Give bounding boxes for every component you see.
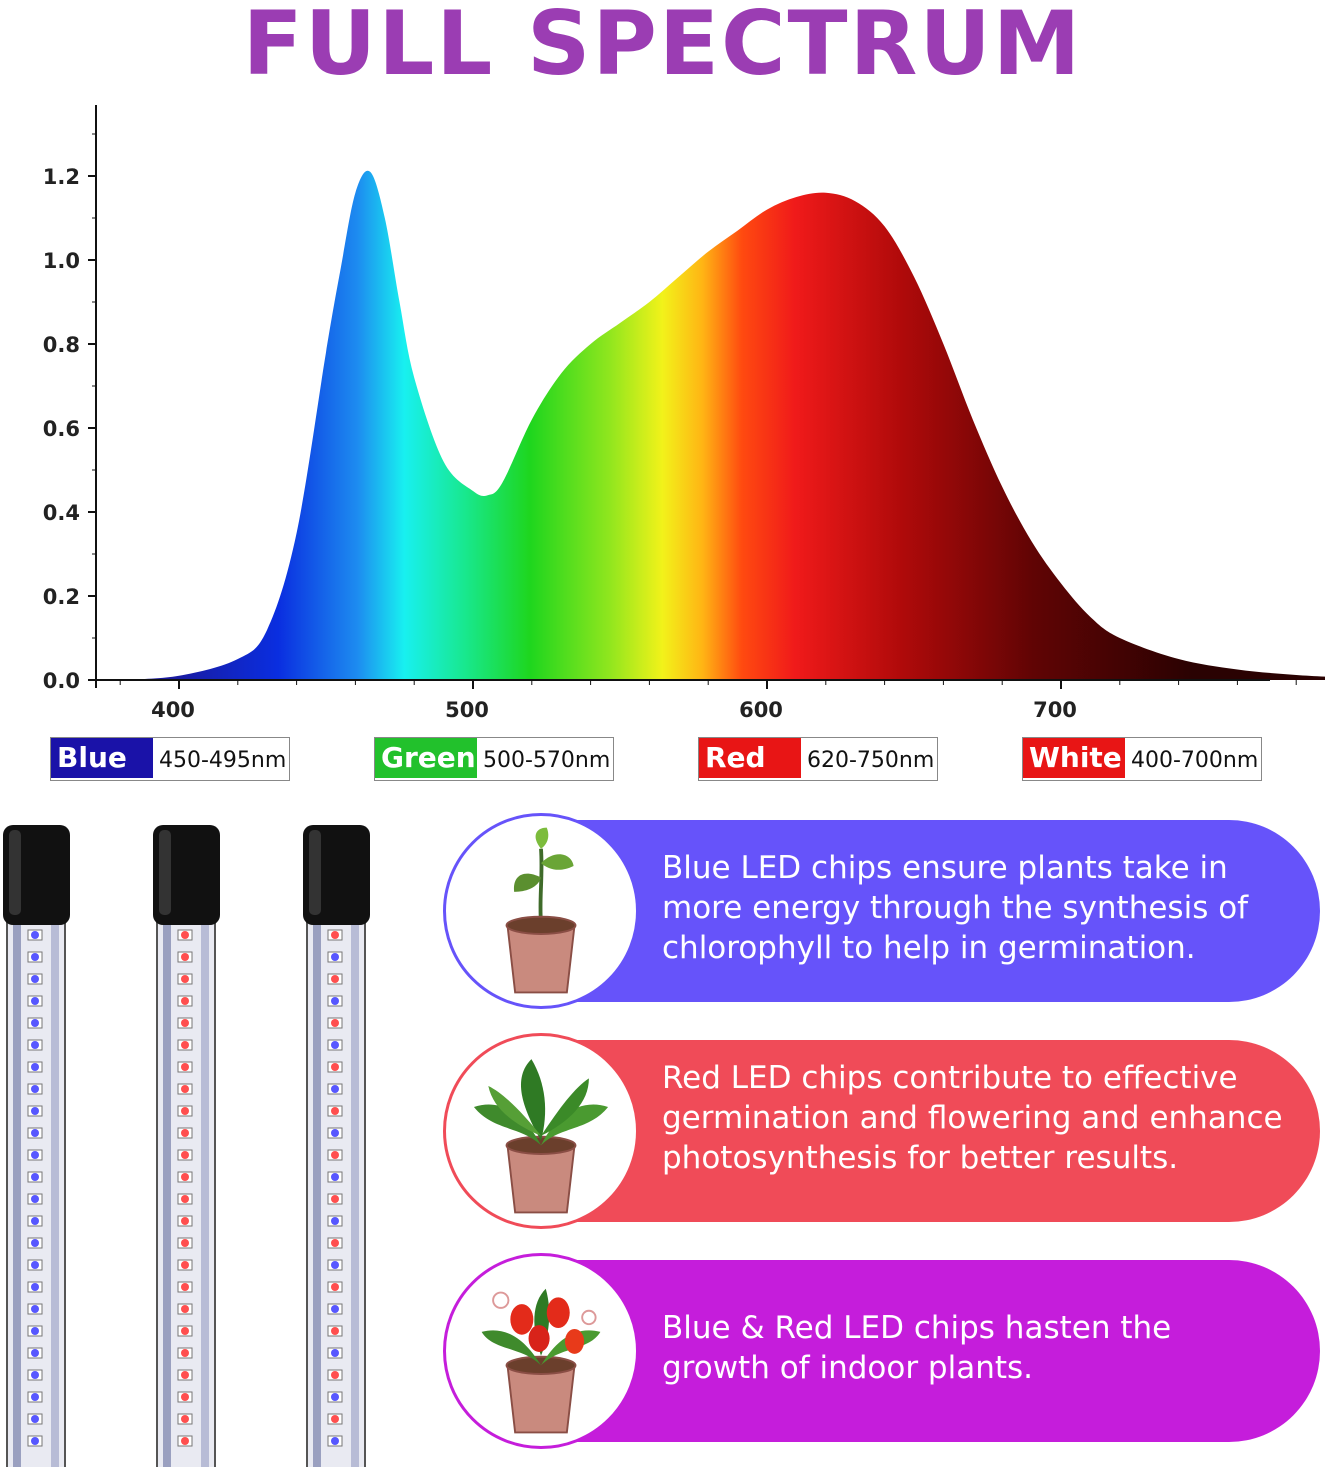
leafy-plant-pot-icon [473,1059,609,1214]
y-tick-label: 0.6 [43,417,80,441]
card-icon-circle [443,1033,639,1229]
card-text: Blue & Red LED chips hasten the growth o… [662,1310,1172,1386]
legend-range: 450-495nm [159,748,287,773]
y-tick-label: 1.0 [43,249,80,273]
feature-card: Red LED chips contribute to effective ge… [443,1033,1320,1229]
y-tick-label: 1.2 [43,165,80,189]
card-text: Blue LED chips ensure plants take in mor… [662,850,1249,966]
legend-label: Blue [51,738,153,778]
spectrum-area [120,170,1325,680]
legend-item-white: White 400-700nm [1022,737,1262,781]
legend-range: 400-700nm [1131,748,1259,773]
pepper-plant-pot-icon [481,1288,601,1434]
y-tick-label: 0.8 [43,333,80,357]
spectrum-chart: 0.00.20.40.60.81.01.2400500600700800 [43,105,1325,722]
x-tick-label: 600 [739,698,783,722]
legend-label: Red [699,738,801,778]
seedling-pot-icon [505,827,577,994]
y-tick-label: 0.0 [43,669,80,693]
card-text: Red LED chips contribute to effective ge… [662,1060,1283,1176]
led-bar [303,825,370,1467]
legend-item-red: Red 620-750nm [698,737,938,781]
led-bar [153,825,220,1467]
page-title: FULL SPECTRUM [242,0,1083,95]
legend-item-green: Green 500-570nm [374,737,614,781]
feature-card: Blue LED chips ensure plants take in mor… [443,813,1320,1009]
led-bars-illustration [3,825,370,1467]
legend-label: Green [375,738,477,778]
card-icon-circle [443,1253,639,1449]
y-tick-label: 0.2 [43,585,80,609]
legend-range: 620-750nm [807,748,935,773]
x-tick-label: 400 [151,698,195,722]
card-icon-circle [443,813,639,1009]
y-tick-label: 0.4 [43,501,80,525]
legend-range: 500-570nm [483,748,611,773]
legend-label: White [1023,738,1125,778]
x-tick-label: 700 [1033,698,1077,722]
legend-item-blue: Blue 450-495nm [50,737,290,781]
feature-card: Blue & Red LED chips hasten the growth o… [443,1253,1320,1449]
led-bar [3,825,70,1467]
x-tick-label: 500 [445,698,489,722]
